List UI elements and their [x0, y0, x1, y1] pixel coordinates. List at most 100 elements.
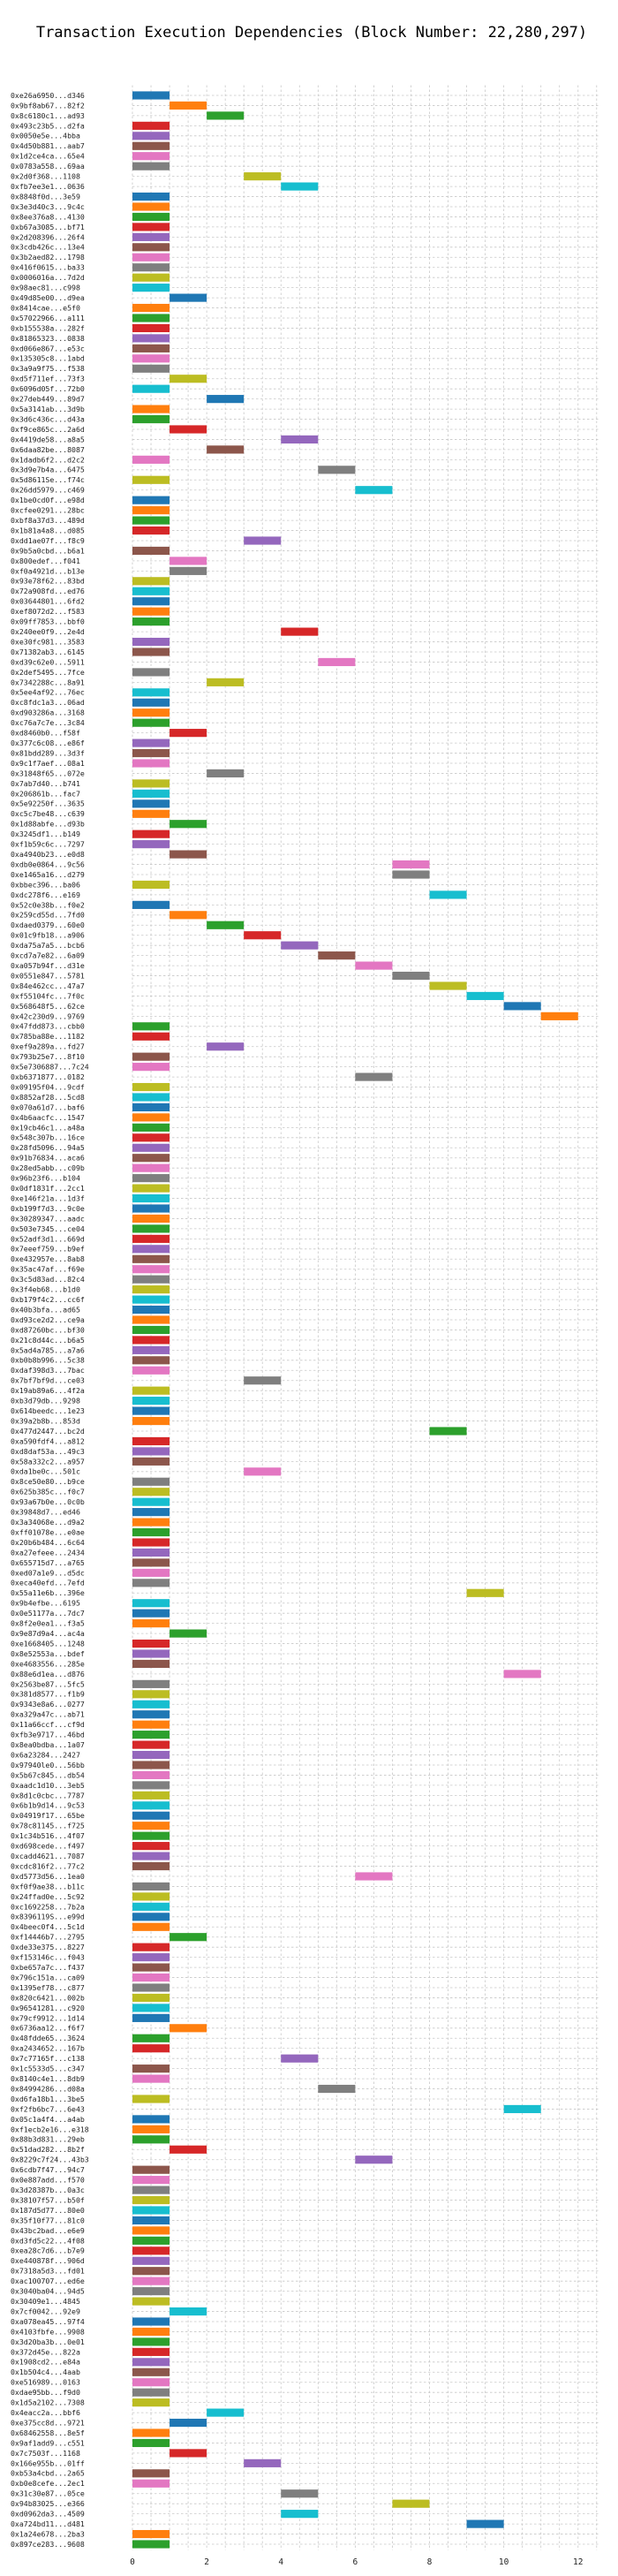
dependency-bar	[132, 1497, 170, 1506]
tx-hash-label: 0x5ad4a785...a7a6	[11, 1345, 85, 1354]
tx-hash-label: 0x9bf8ab67...82f2	[11, 101, 85, 110]
tx-hash-label: 0x43bc2bad...e6e9	[11, 2226, 85, 2235]
dependency-bar	[132, 91, 170, 100]
tx-hash-label: 0xda75a7a5...bcb6	[11, 941, 85, 950]
dependency-bar	[132, 2256, 170, 2265]
dependency-bar	[132, 323, 170, 333]
dependency-bar	[132, 1973, 170, 1982]
tx-hash-label: 0x30409e1...4845	[11, 2297, 80, 2306]
dependency-bar	[318, 2084, 356, 2094]
dependency-bar	[170, 2449, 207, 2458]
dependency-bar	[170, 820, 207, 829]
dependency-bar	[132, 1315, 170, 1324]
tx-hash-label: 0xb179f4c2...cc6f	[11, 1295, 85, 1304]
dependency-bar	[132, 2428, 170, 2437]
tx-hash-label: 0x27deb449...89d7	[11, 395, 85, 404]
tx-hash-label: 0xe375cc8d...9721	[11, 2418, 85, 2427]
tx-hash-label: 0x3cdb426c...13e4	[11, 243, 85, 252]
tx-hash-label: 0x11a66ccf...cf9d	[11, 1720, 85, 1729]
tx-hash-label: 0x5b67c845...db54	[11, 1770, 85, 1779]
tx-hash-label: 0x84e462cc...47a7	[11, 981, 85, 990]
dependency-bar	[132, 1285, 170, 1294]
tx-hash-label: 0x05c1a4f4...a4ab	[11, 2115, 85, 2124]
dependency-bar	[207, 769, 245, 778]
tx-hash-label: 0x78c81145...f725	[11, 1822, 85, 1830]
dependency-bar	[132, 1436, 170, 1446]
tx-hash-label: 0xdaf398d3...7bac	[11, 1366, 85, 1375]
dependency-bar	[355, 1072, 393, 1081]
dependency-bar	[281, 627, 319, 636]
tx-hash-label: 0x4103fbfe...9908	[11, 2327, 85, 2336]
dependency-bar	[132, 1265, 170, 1274]
tx-hash-label: 0x39a2b8b...853d	[11, 1416, 80, 1425]
tx-hash-label: 0x55a11e6b...396e	[11, 1588, 85, 1597]
dependency-bar	[132, 1184, 170, 1193]
tx-hash-label: 0x0783a558...69aa	[11, 162, 85, 170]
dependency-bar	[132, 2074, 170, 2083]
tx-hash-label: 0xef9a289a...fd27	[11, 1042, 85, 1051]
dependency-bar	[132, 2540, 170, 2549]
dependency-bar	[318, 466, 356, 474]
dependency-bar	[132, 202, 170, 211]
dependency-bar	[132, 1822, 170, 1830]
dependency-bar	[132, 1275, 170, 1284]
tx-hash-label: 0xb3d79db...9298	[11, 1397, 80, 1405]
tx-hash-label: 0x39848d7...ed46	[11, 1508, 80, 1517]
dependency-bar	[170, 557, 207, 565]
dependency-bar	[132, 1386, 170, 1395]
dependency-bar	[132, 1093, 170, 1102]
tx-hash-label: 0x416f0615...ba33	[11, 263, 85, 272]
tx-hash-label: 0x614beedc...1e23	[11, 1406, 85, 1415]
tx-hash-label: 0x1b504c4...4aab	[11, 2368, 80, 2376]
dependency-bar	[132, 132, 170, 140]
dependency-bar	[132, 1599, 170, 1608]
tx-hash-label: 0xea28c7d6...b7e9	[11, 2246, 85, 2255]
tx-hash-label: 0x3d6c436c...d43a	[11, 414, 85, 423]
dependency-bar	[132, 1477, 170, 1486]
dependency-bar	[132, 243, 170, 252]
tx-hash-label: 0x3a34068e...d9a2	[11, 1518, 85, 1527]
tx-hash-label: 0xa27efeee...2434	[11, 1548, 85, 1557]
tx-hash-label: 0x31c30e87...05ce	[11, 2489, 85, 2498]
tx-hash-label: 0x5d8611Se...f74c	[11, 475, 85, 484]
dependency-bar	[132, 2165, 170, 2174]
dependency-bar	[132, 1366, 170, 1375]
dependency-bar	[132, 1558, 170, 1567]
tx-hash-label: 0xf153146c...f043	[11, 1953, 85, 1962]
dependency-bar	[132, 1781, 170, 1790]
tx-hash-label: 0x8414cae...e5f0	[11, 303, 80, 312]
dependency-bar	[281, 182, 319, 191]
tx-hash-label: 0x1be0cd0f...e98d	[11, 496, 85, 504]
tx-hash-label: 0xb67a3085...bf71	[11, 223, 85, 231]
tx-hash-label: 0x20b6b484...6c64	[11, 1538, 85, 1547]
dependency-bar	[132, 698, 170, 707]
tx-hash-label: 0x187d5d77...80e0	[11, 2206, 85, 2215]
tx-hash-label: 0x568648f5...62ce	[11, 1002, 85, 1011]
dependency-bar	[132, 405, 170, 413]
tx-hash-label: 0xe4683556...285e	[11, 1659, 85, 1668]
dependency-bar	[132, 1761, 170, 1769]
dependency-bar	[132, 1538, 170, 1547]
tx-hash-label: 0xd903286a...3168	[11, 708, 85, 717]
tx-hash-label: 0x7bf7bf9d...ce03	[11, 1376, 85, 1385]
dependency-bar	[132, 303, 170, 313]
tx-hash-label: 0x93a67b0e...0c0b	[11, 1497, 85, 1506]
tx-hash-label: 0x135305c8...1abd	[11, 354, 85, 363]
tx-hash-label: 0x81bdd289...3d3f	[11, 748, 85, 757]
dependency-bar	[132, 1133, 170, 1142]
tx-hash-label: 0xbe657a7c...f437	[11, 1963, 85, 1972]
dependency-bar	[132, 1508, 170, 1517]
tx-hash-label: 0x68462558...8e5f	[11, 2428, 85, 2437]
tx-hash-label: 0x3b2aed82...1798	[11, 253, 85, 261]
dependency-bar	[132, 1356, 170, 1365]
dependency-bar	[132, 2206, 170, 2215]
dependency-bar	[132, 1123, 170, 1132]
tx-hash-label: 0xfb7ee3e1...0636	[11, 182, 85, 191]
tx-hash-label: 0x0006016a...7d2d	[11, 273, 85, 282]
tx-hash-label: 0x0df1831f...2cc1	[11, 1184, 85, 1193]
tx-hash-label: 0x9c1f7aef...08a1	[11, 759, 85, 768]
dependency-bar	[355, 2156, 393, 2164]
tx-hash-label: 0x7c77165f...c138	[11, 2054, 85, 2063]
dependency-bar	[132, 1579, 170, 1587]
tx-hash-label: 0xa2434652...167b	[11, 2044, 85, 2053]
